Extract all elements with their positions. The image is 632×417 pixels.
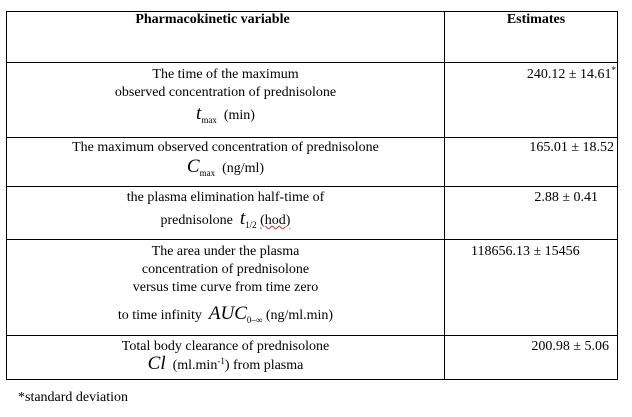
table-row-half-life: the plasma elimination half-time of pred… [6, 186, 618, 240]
symbol-subscript: max [199, 168, 216, 178]
variable-line: concentration of prednisolone [141, 262, 310, 277]
variable-symbol-line: Cl (ml.min-1) from plasma [7, 353, 444, 374]
symbol-subscript: 0–∞ [246, 315, 263, 325]
variable-line: Total body clearance of prednisolone [121, 339, 330, 354]
footnote: *standard deviation [18, 390, 129, 405]
footnote-mark: * [611, 65, 617, 75]
estimate-value: 165.01 ± 18.52 [529, 140, 614, 155]
header-estimates: Estimates [444, 11, 618, 63]
variable-line: the plasma elimination half-time of [126, 190, 325, 205]
variable-line: observed concentration of prednisolone [114, 85, 337, 100]
symbol: t [196, 103, 202, 124]
table-row-tmax: The time of the maximum observed concent… [6, 62, 618, 138]
variable-prefix: prednisolone [160, 213, 233, 228]
symbol: Cl [147, 353, 166, 374]
estimate-value: 200.98 ± 5.06 [531, 339, 609, 354]
unit: (min) [223, 108, 255, 123]
estimate-value: 240.12 ± 14.61* [526, 65, 617, 82]
variable-symbol-line: tmax (min) [7, 103, 444, 125]
variable-line: The time of the maximum [152, 67, 299, 82]
unit-tail: ) from plasma [224, 358, 304, 373]
symbol: C [186, 156, 200, 177]
table-row-clearance: Total body clearance of prednisolone Cl … [6, 335, 618, 380]
variable-symbol-line: to time infinity AUC0–∞ (ng/ml.min) [7, 303, 444, 325]
header-variable: Pharmacokinetic variable [6, 11, 445, 63]
pharmacokinetic-table: Pharmacokinetic variable Estimates The t… [6, 11, 618, 380]
estimate-value: 2.88 ± 0.41 [534, 190, 598, 205]
variable-line: The maximum observed concentration of pr… [72, 140, 379, 155]
variable-symbol-line: prednisolone t1/2 (hod) [7, 208, 444, 230]
unit-superscript: -1 [217, 356, 225, 366]
variable-line: versus time curve from time zero [132, 280, 319, 295]
symbol: AUC [208, 303, 247, 324]
unit: (ng/ml.min) [265, 308, 334, 323]
variable-prefix: to time infinity [117, 308, 202, 323]
symbol-subscript: max [201, 115, 217, 125]
symbol: t [239, 208, 246, 229]
estimate-value: 118656.13 ± 15456 [471, 244, 580, 259]
unit: (hod) [260, 213, 291, 228]
table-row-cmax: The maximum observed concentration of pr… [6, 137, 618, 187]
unit: (ng/ml) [222, 161, 265, 176]
variable-line: The area under the plasma [151, 244, 300, 259]
symbol-subscript: 1/2 [245, 220, 257, 230]
variable-symbol-line: Cmax (ng/ml) [7, 156, 444, 178]
table-header-row: Pharmacokinetic variable Estimates [6, 11, 618, 63]
table-row-auc: The area under the plasma concentration … [6, 239, 618, 336]
unit: (ml.min [172, 358, 218, 373]
